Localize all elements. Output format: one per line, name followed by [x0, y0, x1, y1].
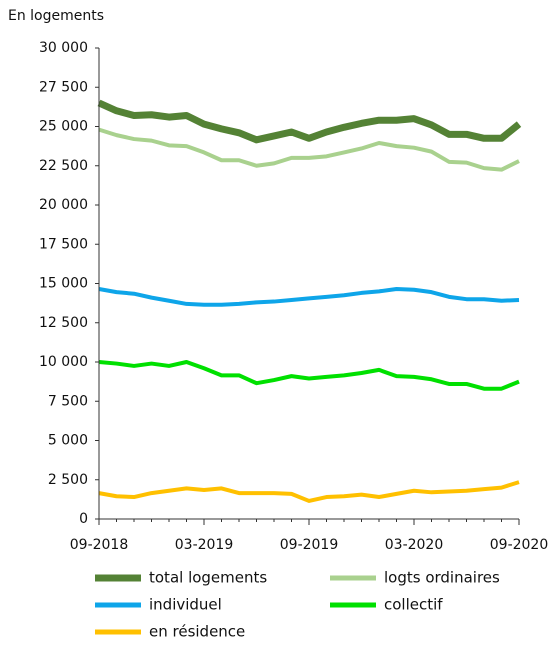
y-tick-label: 7 500 — [48, 393, 88, 409]
y-tick-label: 22 500 — [39, 158, 88, 174]
y-tick-label: 17 500 — [39, 236, 88, 252]
legend-label: collectif — [384, 596, 443, 614]
x-tick-label: 03-2019 — [175, 537, 234, 553]
series-line — [98, 360, 520, 391]
y-tick-label: 27 500 — [39, 79, 88, 95]
y-tick-label: 25 000 — [39, 119, 88, 135]
y-tick-label: 0 — [79, 511, 88, 527]
y-tick-label: 2 500 — [48, 472, 88, 488]
legend-label: logts ordinaires — [384, 569, 500, 587]
y-tick-label: 10 000 — [39, 354, 88, 370]
y-tick-label: 5 000 — [48, 433, 88, 449]
y-axis-title: En logements — [8, 8, 104, 24]
x-tick-label: 03-2020 — [385, 537, 444, 553]
series-line — [98, 127, 520, 172]
series-line — [98, 286, 520, 307]
y-tick-label: 15 000 — [39, 276, 88, 292]
series-line — [97, 99, 522, 144]
x-tick-label: 09-2020 — [490, 537, 549, 553]
y-tick-label: 20 000 — [39, 197, 88, 213]
x-tick-label: 09-2018 — [70, 537, 129, 553]
series-line — [98, 480, 520, 503]
legend-label: total logements — [149, 569, 267, 587]
legend-label: en résidence — [149, 623, 245, 641]
y-tick-label: 12 500 — [39, 315, 88, 331]
y-tick-label: 30 000 — [39, 40, 88, 56]
legend-label: individuel — [149, 596, 222, 614]
x-tick-label: 09-2019 — [280, 537, 339, 553]
